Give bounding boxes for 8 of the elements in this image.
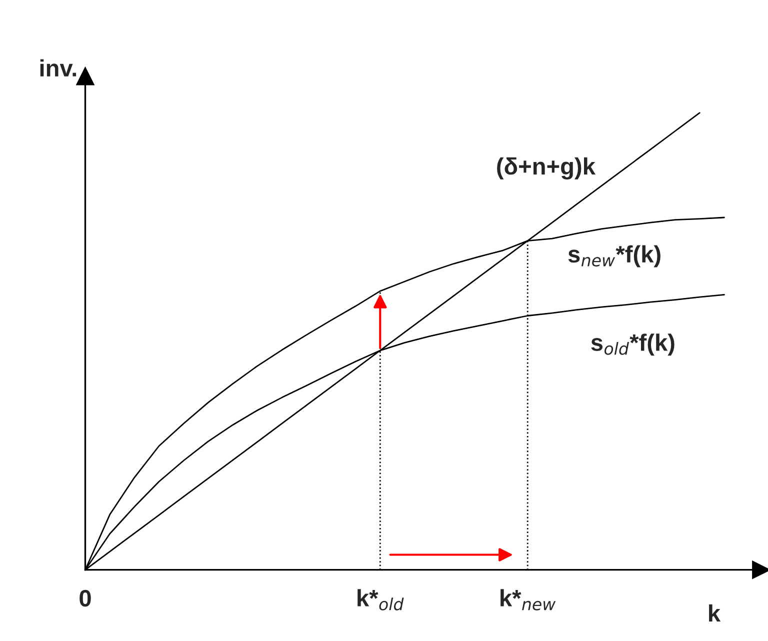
series-label: s$_{old}$*f(k): [591, 334, 674, 356]
x-tick-label: 0: [80, 590, 91, 607]
y-axis-title: inv.: [40, 59, 76, 76]
x-tick-label: k*$_{old}$: [358, 589, 404, 610]
x-tick-label: k*$_{new}$: [500, 589, 556, 610]
series-label: (δ+n+g)k: [497, 157, 596, 180]
x-axis-title: k: [709, 604, 721, 622]
series-label: s$_{new}$*f(k): [568, 245, 660, 268]
